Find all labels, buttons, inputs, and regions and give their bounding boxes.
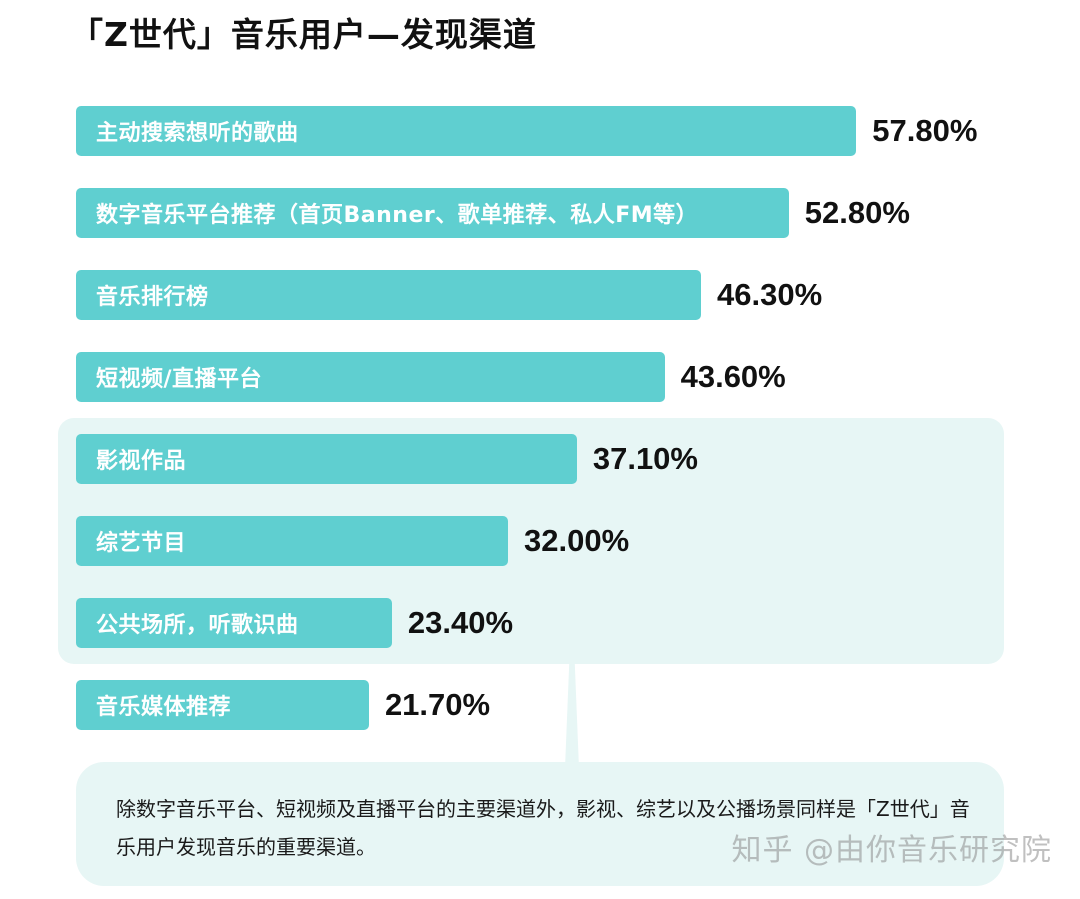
bar-category-label: 综艺节目 xyxy=(96,531,187,556)
bar: 公共场所，听歌识曲 xyxy=(76,598,392,648)
watermark: 知乎 @由你音乐研究院 xyxy=(731,833,1052,868)
bar: 数字音乐平台推荐（首页Banner、歌单推荐、私人FM等） xyxy=(76,188,789,238)
bar-value-label: 43.60% xyxy=(680,359,786,394)
bar: 音乐排行榜 xyxy=(76,270,702,320)
bar: 短视频/直播平台 xyxy=(76,352,665,402)
bar-category-label: 音乐排行榜 xyxy=(96,285,209,310)
bar: 影视作品 xyxy=(76,434,577,484)
note-pointer xyxy=(565,664,579,768)
bar: 主动搜索想听的歌曲 xyxy=(76,106,857,156)
chart-title: 「Z世代」音乐用户—发现渠道 xyxy=(70,15,537,54)
note-box: 除数字音乐平台、短视频及直播平台的主要渠道外，影视、综艺以及公播场景同样是「Z世… xyxy=(76,762,1004,886)
bar-value-label: 57.80% xyxy=(872,113,978,148)
bar-category-label: 公共场所，听歌识曲 xyxy=(96,613,299,638)
bar-value-label: 46.30% xyxy=(717,277,823,312)
bar-value-label: 32.00% xyxy=(524,523,630,558)
bar-value-label: 52.80% xyxy=(804,195,910,230)
bar: 音乐媒体推荐 xyxy=(76,680,369,730)
note-text: 除数字音乐平台、短视频及直播平台的主要渠道外，影视、综艺以及公播场景同样是「Z世… xyxy=(116,797,970,859)
bar-category-label: 主动搜索想听的歌曲 xyxy=(96,121,299,146)
bar-category-label: 数字音乐平台推荐（首页Banner、歌单推荐、私人FM等） xyxy=(96,203,699,228)
bar: 综艺节目 xyxy=(76,516,508,566)
bar-category-label: 短视频/直播平台 xyxy=(96,367,263,392)
bar-value-label: 23.40% xyxy=(407,605,514,640)
bar-value-label: 21.70% xyxy=(384,687,491,722)
bar-category-label: 影视作品 xyxy=(96,449,187,474)
bar-category-label: 音乐媒体推荐 xyxy=(96,695,232,720)
bar-value-label: 37.10% xyxy=(592,441,698,476)
